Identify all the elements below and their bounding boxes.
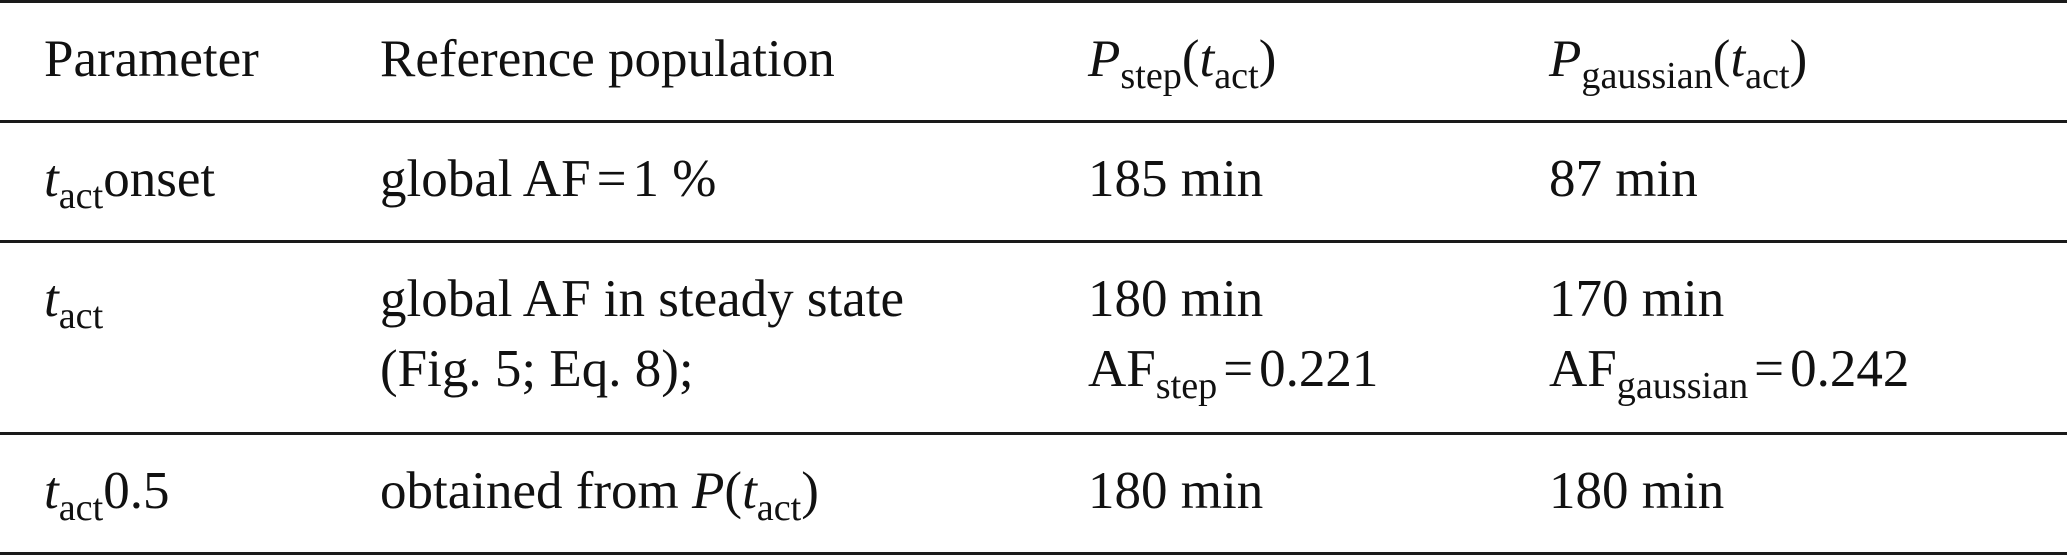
row2-step-af-base: AF bbox=[1088, 340, 1156, 398]
header-parameter: Parameter bbox=[44, 24, 259, 94]
row3-param-base: t bbox=[44, 462, 59, 520]
row2-param-sub: act bbox=[58, 295, 104, 338]
row2-step-af-eq: = bbox=[1223, 340, 1254, 398]
header-p-step: Pstep(tact) bbox=[1088, 24, 1277, 98]
header-p-gaussian: Pgaussian(tact) bbox=[1549, 24, 1808, 98]
row2-reference-line1: global AF in steady state bbox=[380, 270, 905, 328]
p-gaussian-close-paren: ) bbox=[1789, 30, 1808, 88]
row2-reference: global AF in steady state (Fig. 5; Eq. 8… bbox=[380, 264, 904, 404]
row3-param-sub: act bbox=[58, 487, 104, 530]
p-step-base: P bbox=[1088, 30, 1121, 88]
row2-step-af-sub: step bbox=[1155, 365, 1218, 408]
row2-gaussian-af-eq: = bbox=[1754, 340, 1785, 398]
row3-step: 180 min bbox=[1088, 456, 1263, 526]
p-gaussian-base: P bbox=[1549, 30, 1582, 88]
row2-step-af: AFstep = 0.221 bbox=[1088, 334, 1379, 408]
row1-reference-value: 1 % bbox=[632, 150, 717, 208]
header-parameter-text: Parameter bbox=[44, 30, 259, 88]
p-step-close-paren: ) bbox=[1258, 30, 1277, 88]
row3-reference-arg-sub: act bbox=[756, 487, 802, 530]
row2-gaussian-af-base: AF bbox=[1549, 340, 1617, 398]
row3-reference-close-paren: ) bbox=[801, 462, 819, 520]
p-gaussian-sub: gaussian bbox=[1581, 55, 1713, 98]
row2-bottom-rule bbox=[0, 432, 2067, 435]
row3-gaussian-value: 180 min bbox=[1549, 462, 1725, 520]
p-gaussian-arg-sub: act bbox=[1745, 55, 1790, 98]
row3-param-suffix: 0.5 bbox=[103, 462, 170, 520]
row2-gaussian-af: AFgaussian = 0.242 bbox=[1549, 334, 1910, 408]
row3-reference-open-paren: ( bbox=[724, 462, 743, 520]
row1-step: 185 min bbox=[1088, 144, 1263, 214]
row1-param-sub: act bbox=[58, 175, 104, 218]
row1-reference: global AF = 1 % bbox=[380, 144, 716, 214]
row3-parameter: tact0.5 bbox=[44, 456, 170, 530]
row3-reference-arg-base: t bbox=[742, 462, 757, 520]
header-bottom-rule bbox=[0, 120, 2067, 123]
row1-param-suffix: onset bbox=[103, 150, 216, 208]
row2-step: 180 min AFstep = 0.221 bbox=[1088, 264, 1379, 408]
header-reference: Reference population bbox=[380, 24, 835, 94]
row3-gaussian: 180 min bbox=[1549, 456, 1724, 526]
row2-reference-line2: (Fig. 5; Eq. 8); bbox=[380, 340, 694, 398]
p-gaussian-open-paren: ( bbox=[1712, 30, 1731, 88]
row3-reference-p: P bbox=[692, 462, 725, 520]
row1-parameter: tactonset bbox=[44, 144, 216, 218]
row2-gaussian-minutes: 170 min bbox=[1549, 270, 1725, 328]
table-top-rule bbox=[0, 0, 2067, 3]
p-step-arg-base: t bbox=[1199, 30, 1215, 88]
p-step-open-paren: ( bbox=[1181, 30, 1200, 88]
row2-gaussian-af-value: 0.242 bbox=[1790, 340, 1910, 398]
row1-step-value: 185 min bbox=[1088, 150, 1264, 208]
row3-reference-text: obtained from bbox=[380, 462, 679, 520]
header-reference-text: Reference population bbox=[380, 30, 835, 88]
row1-reference-eq: = bbox=[596, 150, 627, 208]
p-step-sub: step bbox=[1120, 55, 1182, 98]
row1-gaussian: 87 min bbox=[1549, 144, 1698, 214]
row3-reference: obtained from P(tact) bbox=[380, 456, 819, 530]
row1-reference-text: global AF bbox=[380, 150, 591, 208]
row2-param-base: t bbox=[44, 270, 59, 328]
row2-gaussian-af-sub: gaussian bbox=[1616, 365, 1749, 408]
row1-param-base: t bbox=[44, 150, 59, 208]
row2-parameter: tact bbox=[44, 264, 104, 338]
row1-gaussian-value: 87 min bbox=[1549, 150, 1698, 208]
row2-step-minutes: 180 min bbox=[1088, 270, 1264, 328]
row2-gaussian: 170 min AFgaussian = 0.242 bbox=[1549, 264, 1910, 408]
table-bottom-rule bbox=[0, 552, 2067, 555]
row2-step-af-value: 0.221 bbox=[1259, 340, 1379, 398]
row1-bottom-rule bbox=[0, 240, 2067, 243]
row3-step-value: 180 min bbox=[1088, 462, 1264, 520]
p-step-arg-sub: act bbox=[1214, 55, 1259, 98]
p-gaussian-arg-base: t bbox=[1730, 30, 1746, 88]
